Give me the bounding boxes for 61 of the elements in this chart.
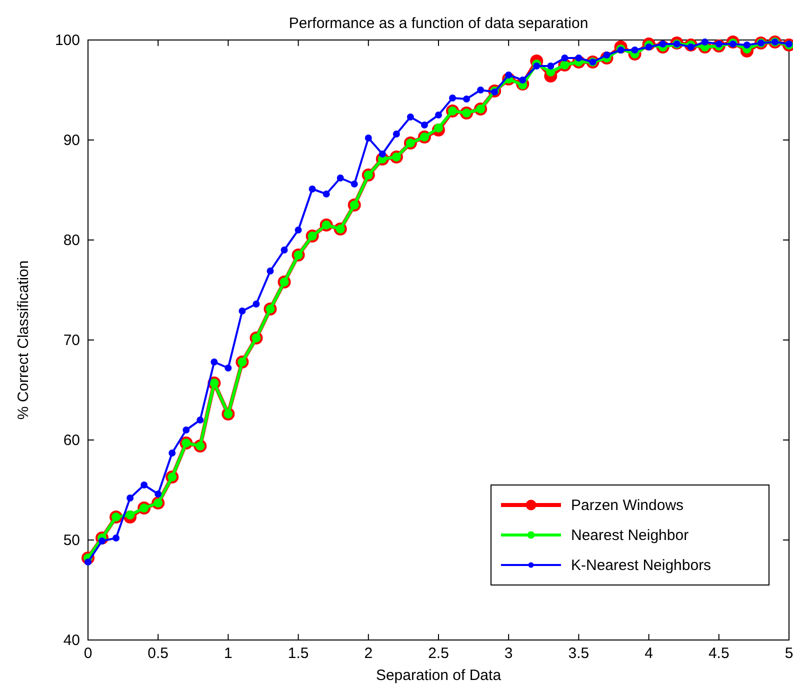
point — [435, 112, 442, 118]
x-tick-label: 2 — [364, 645, 373, 662]
y-tick-label: 80 — [63, 232, 80, 249]
point — [477, 86, 484, 94]
point — [743, 42, 750, 48]
point — [420, 122, 428, 128]
point — [140, 482, 148, 488]
y-tick-label: 50 — [63, 532, 80, 549]
point — [378, 150, 386, 158]
point — [533, 62, 540, 70]
point — [322, 190, 330, 198]
legend-label: Parzen Windows — [571, 497, 684, 514]
point — [266, 268, 274, 274]
point — [547, 62, 554, 70]
x-tick-label: 4 — [644, 645, 653, 662]
x-tick-label: 3 — [504, 645, 513, 662]
legend-label: K-Nearest Neighbors — [571, 557, 712, 574]
y-tick-label: 70 — [63, 332, 80, 349]
point — [449, 94, 456, 102]
point — [238, 308, 246, 314]
legend-label: Nearest Neighbor — [571, 527, 689, 544]
x-tick-label: 0 — [84, 645, 92, 662]
point — [154, 490, 162, 498]
x-axis-title: Separation of Data — [376, 667, 502, 684]
point — [182, 426, 190, 434]
x-tick-label: 5 — [784, 645, 793, 662]
x-tick-label: 0.5 — [148, 645, 169, 662]
point — [575, 54, 582, 62]
y-tick-label: 90 — [63, 132, 80, 149]
x-tick-label: 1 — [224, 645, 232, 662]
point — [392, 130, 400, 138]
y-tick-label: 100 — [54, 32, 80, 49]
point — [126, 494, 134, 502]
x-tick-label: 3.5 — [568, 645, 590, 662]
point — [505, 72, 512, 78]
point — [84, 558, 92, 566]
point — [519, 76, 526, 84]
point — [631, 46, 638, 54]
point — [406, 114, 414, 120]
point — [561, 54, 568, 62]
x-tick-label: 2.5 — [428, 645, 449, 662]
point — [224, 364, 232, 372]
chart-title: Performance as a function of data separation — [288, 15, 588, 32]
y-tick-label: 60 — [63, 432, 80, 449]
y-axis-title: % Correct Classification — [15, 260, 32, 420]
y-tick-label: 40 — [63, 632, 80, 649]
point — [701, 38, 708, 46]
point — [308, 186, 316, 192]
point — [364, 134, 372, 142]
point — [350, 180, 358, 188]
point — [336, 174, 344, 182]
point — [280, 246, 288, 254]
point — [210, 358, 218, 366]
x-tick-label: 1.5 — [288, 645, 309, 662]
point — [196, 416, 204, 424]
point — [294, 226, 302, 234]
point — [252, 300, 260, 308]
x-tick-label: 4.5 — [708, 645, 730, 662]
point — [463, 96, 470, 102]
point — [168, 450, 176, 456]
point — [112, 534, 120, 542]
